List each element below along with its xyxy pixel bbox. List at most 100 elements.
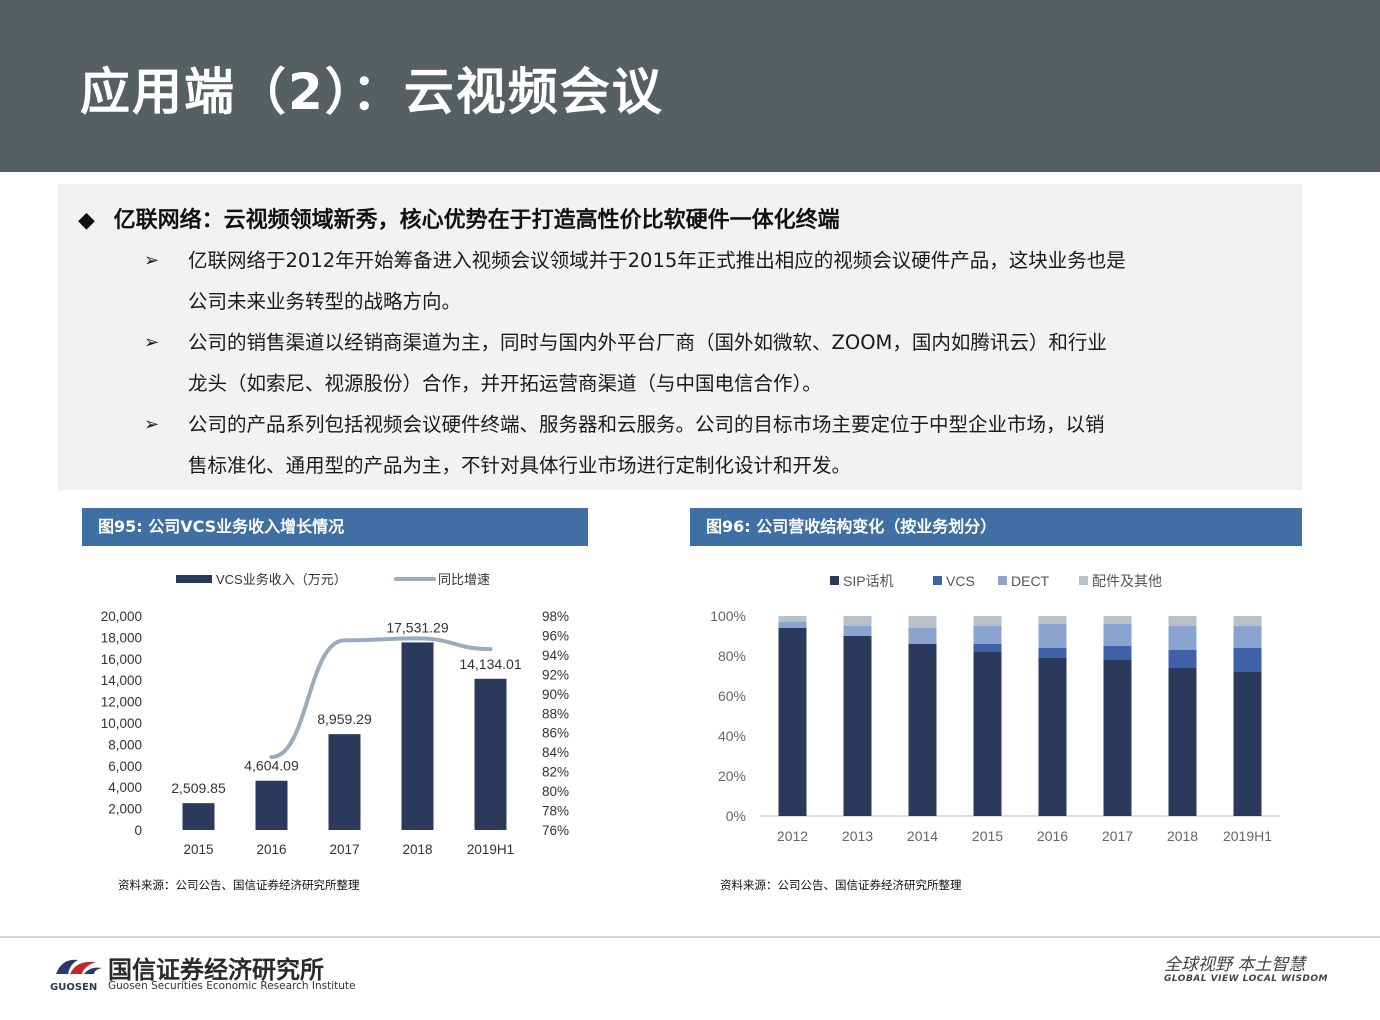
slogan-cn: 全球视野 本土智慧 [1164, 955, 1306, 975]
y-tick-label: 8,000 [108, 737, 142, 752]
summary-heading-text: 亿联网络：云视频领域新秀，核心优势在于打造高性价比软硬件一体化终端 [113, 208, 840, 233]
y-tick-label: 10,000 [101, 716, 142, 731]
arrow-bullet-icon: ➢ [144, 414, 160, 435]
y-tick-label: 2,000 [108, 802, 142, 817]
fig96-source: 资料来源：公司公告、国信证券经济研究所整理 [720, 878, 962, 892]
legend-swatch [998, 576, 1007, 585]
y-tick-label: 40% [718, 728, 746, 744]
bullet-item: ➢ 公司的销售渠道以经销商渠道为主，同时与国内外平台厂商（国外如微软、ZOOM，… [144, 322, 1276, 404]
legend-label: SIP话机 [843, 573, 894, 589]
y-tick-label: 14,000 [101, 673, 142, 688]
bar-data-label: 2,509.85 [171, 780, 226, 796]
x-tick-label: 2016 [256, 842, 286, 857]
bar-segment [778, 622, 807, 628]
y2-tick-label: 76% [542, 823, 569, 838]
arrow-bullet-icon: ➢ [144, 250, 160, 271]
bar-segment [973, 626, 1002, 644]
x-tick-label: 2014 [907, 828, 938, 844]
bar-segment [973, 616, 1002, 626]
bar-segment [1103, 646, 1132, 660]
summary-panel: ◆ 亿联网络：云视频领域新秀，核心优势在于打造高性价比软硬件一体化终端 ➢ 亿联… [58, 184, 1302, 490]
bar-data-label: 4,604.09 [244, 758, 299, 774]
y-tick-label: 20% [718, 768, 746, 784]
bar-vcs-revenue [401, 642, 434, 830]
bar-segment [908, 628, 937, 644]
x-tick-label: 2019H1 [1223, 828, 1272, 844]
fig96-title: 图96: 公司营收结构变化（按业务划分） [706, 517, 997, 536]
company-short-name: GUOSEN [50, 982, 98, 993]
y-tick-label: 0 [134, 823, 142, 838]
bar-data-label: 8,959.29 [317, 711, 372, 727]
legend-swatch [830, 576, 839, 585]
fig95-title: 图95: 公司VCS业务收入增长情况 [98, 517, 345, 536]
y-tick-label: 16,000 [101, 652, 142, 667]
y-tick-label: 80% [718, 648, 746, 664]
y2-tick-label: 90% [542, 687, 569, 702]
bar-segment [1038, 658, 1067, 816]
bullet-line: 售标准化、通用型的产品为主，不针对具体行业市场进行定制化设计和开发。 [188, 454, 852, 477]
fig95-source: 资料来源：公司公告、国信证券经济研究所整理 [118, 878, 360, 892]
y-tick-label: 4,000 [108, 780, 142, 795]
summary-heading: ◆ 亿联网络：云视频领域新秀，核心优势在于打造高性价比软硬件一体化终端 [78, 202, 840, 234]
x-tick-label: 2019H1 [467, 842, 514, 857]
bar-segment [778, 616, 807, 622]
y-tick-label: 20,000 [101, 609, 142, 624]
bar-segment [1103, 660, 1132, 816]
bar-segment [843, 636, 872, 816]
y2-tick-label: 80% [542, 784, 569, 799]
bar-segment [973, 644, 1002, 652]
x-tick-label: 2018 [402, 842, 432, 857]
y2-tick-label: 78% [542, 804, 569, 819]
bar-segment [1038, 616, 1067, 624]
bar-segment [1103, 616, 1132, 624]
legend-label-vcs-revenue: VCS业务收入（万元） [216, 572, 347, 587]
x-tick-label: 2016 [1037, 828, 1068, 844]
bar-segment [908, 616, 937, 628]
company-name-cn: 国信证券经济研究所 [108, 955, 324, 984]
y2-tick-label: 96% [542, 628, 569, 643]
legend-label: 配件及其他 [1092, 573, 1162, 589]
bar-segment [1168, 616, 1197, 626]
bullet-line: 亿联网络于2012年开始筹备进入视频会议领域并于2015年正式推出相应的视频会议… [188, 249, 1126, 272]
bar-segment [1168, 668, 1197, 816]
y2-tick-label: 82% [542, 765, 569, 780]
bar-data-label: 14,134.01 [459, 656, 521, 672]
x-tick-label: 2015 [972, 828, 1003, 844]
y2-tick-label: 98% [542, 609, 569, 624]
bullet-line: 公司的销售渠道以经销商渠道为主，同时与国内外平台厂商（国外如微软、ZOOM，国内… [188, 331, 1107, 354]
bar-segment [1038, 624, 1067, 648]
y-tick-label: 6,000 [108, 759, 142, 774]
footer-divider [0, 936, 1380, 938]
bar-segment [1103, 624, 1132, 646]
page-title: 应用端（2）：云视频会议 [80, 63, 664, 121]
bar-vcs-revenue [255, 780, 288, 830]
legend-swatch-vcs-revenue [176, 575, 212, 583]
x-tick-label: 2013 [842, 828, 873, 844]
bar-segment [1038, 648, 1067, 658]
y2-tick-label: 88% [542, 706, 569, 721]
bar-vcs-revenue [474, 678, 507, 830]
x-tick-label: 2017 [1102, 828, 1133, 844]
y-tick-label: 12,000 [101, 695, 142, 710]
diamond-bullet-icon: ◆ [78, 208, 95, 233]
x-tick-label: 2015 [183, 842, 213, 857]
bar-segment [843, 626, 872, 636]
bar-segment [1168, 626, 1197, 650]
y2-tick-label: 94% [542, 648, 569, 663]
bar-segment [778, 628, 807, 816]
bullet-item: ➢ 亿联网络于2012年开始筹备进入视频会议领域并于2015年正式推出相应的视频… [144, 240, 1276, 322]
y2-tick-label: 86% [542, 726, 569, 741]
legend-swatch [933, 576, 942, 585]
slogan-en: GLOBAL VIEW LOCAL WISDOM [1164, 974, 1329, 984]
vcs-revenue-chart: VCS业务收入（万元） 同比增速 0 2,000 4,000 6,000 8,000 10,0… [101, 572, 569, 857]
bar-segment [1233, 626, 1262, 648]
y-tick-label: 0% [726, 808, 746, 824]
y2-tick-label: 92% [542, 667, 569, 682]
bullet-line: 公司未来业务转型的战略方向。 [188, 290, 462, 313]
x-tick-label: 2018 [1167, 828, 1198, 844]
bar-segment [908, 644, 937, 816]
header-banner: 应用端（2）：云视频会议 [0, 0, 1380, 172]
bar-segment [1233, 672, 1262, 816]
legend-label-growth: 同比增速 [438, 572, 490, 587]
bar-segment [1233, 616, 1262, 626]
